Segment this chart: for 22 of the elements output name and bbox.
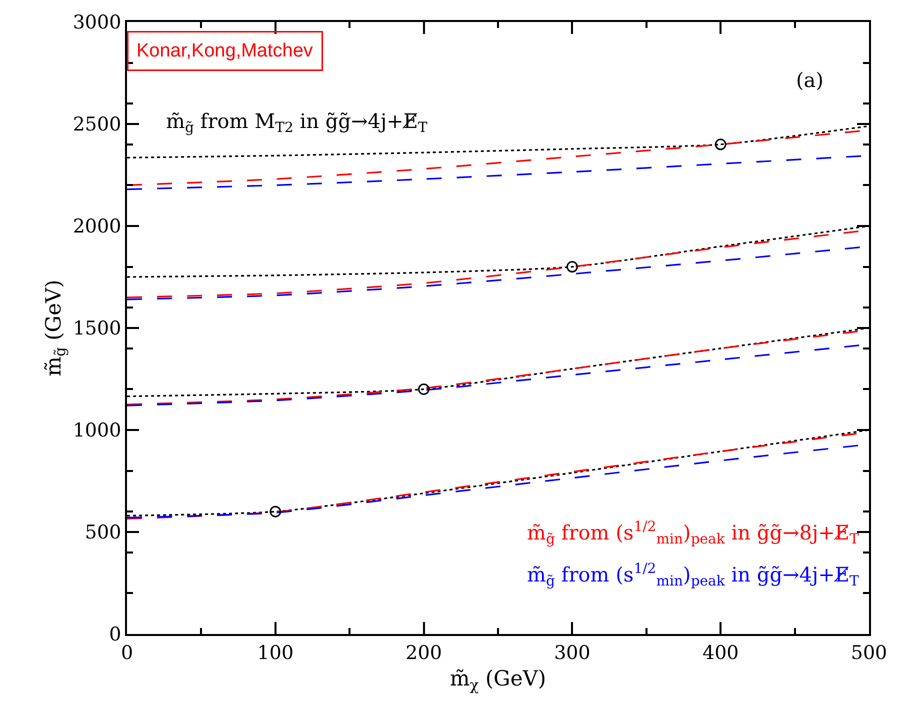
text: m̃$_{g̃}$ from (s$^{1/2}$$_{min}$)$_{peak}$ in g̃g̃→8j+E̸$_{T}$ — [527, 519, 859, 548]
text: m̃$_{g̃}$ from (s$^{1/2}$$_{min}$)$_{peak}$ in g̃g̃→4j+E̸$_{T}$ — [527, 561, 859, 590]
point — [714, 138, 726, 150]
point — [566, 261, 578, 273]
y-tick-label: 500 — [84, 522, 122, 544]
annotation: Konar,Kong,Matchev — [136, 40, 314, 62]
annotation: (a) — [796, 68, 824, 92]
point — [418, 383, 430, 395]
x-tick-label: 500 — [850, 642, 888, 664]
y-tick-label: 1500 — [72, 318, 122, 340]
x-axis-title: m̃$_{χ}$ (GeV) — [450, 666, 546, 694]
y-tick-label: 3000 — [72, 12, 122, 34]
x-tick-label: 200 — [406, 642, 442, 664]
x-tick-label: 400 — [702, 642, 739, 664]
x-tick-label: 300 — [554, 642, 590, 664]
y-tick-label: 0 — [109, 624, 122, 646]
y-tick-label: 1000 — [72, 420, 122, 442]
y-tick-label: 2000 — [72, 216, 122, 238]
series-label: m̃$_{g̃}$ from M$_{T2}$ in g̃g̃→4j+E̸$_{T}$ — [166, 109, 428, 136]
y-tick-label: 2500 — [72, 114, 122, 136]
x-tick-label: 100 — [257, 642, 294, 664]
point — [270, 506, 282, 518]
